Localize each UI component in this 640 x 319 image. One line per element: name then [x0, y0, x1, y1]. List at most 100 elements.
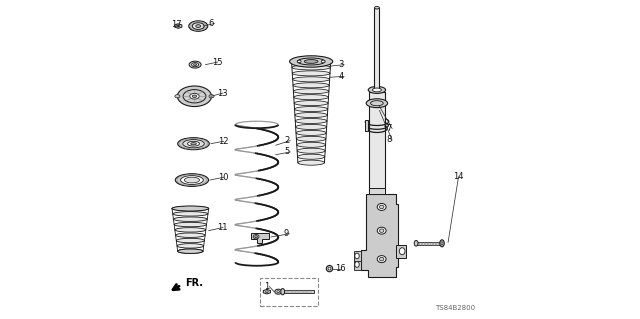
- Text: 16: 16: [335, 264, 346, 273]
- Text: 13: 13: [217, 89, 228, 98]
- Ellipse shape: [193, 64, 196, 66]
- Ellipse shape: [294, 100, 328, 106]
- Ellipse shape: [175, 95, 180, 98]
- Ellipse shape: [178, 138, 209, 150]
- Ellipse shape: [173, 217, 207, 221]
- Ellipse shape: [266, 291, 268, 293]
- Ellipse shape: [192, 95, 196, 98]
- Polygon shape: [263, 289, 271, 294]
- Bar: [369, 188, 385, 194]
- Ellipse shape: [173, 211, 208, 216]
- Ellipse shape: [298, 154, 324, 159]
- FancyBboxPatch shape: [260, 278, 319, 306]
- Ellipse shape: [326, 265, 333, 272]
- Ellipse shape: [297, 148, 325, 153]
- Text: 15: 15: [212, 58, 222, 67]
- Ellipse shape: [172, 206, 209, 211]
- Ellipse shape: [399, 248, 405, 255]
- Ellipse shape: [295, 118, 327, 123]
- Text: 7: 7: [387, 124, 392, 133]
- Ellipse shape: [377, 227, 386, 234]
- Ellipse shape: [292, 71, 330, 76]
- Ellipse shape: [175, 228, 206, 232]
- Ellipse shape: [414, 241, 418, 246]
- Ellipse shape: [275, 289, 282, 294]
- Ellipse shape: [296, 124, 326, 130]
- Ellipse shape: [377, 204, 386, 211]
- Ellipse shape: [188, 141, 200, 146]
- Ellipse shape: [441, 242, 443, 245]
- Bar: [284, 290, 314, 293]
- Ellipse shape: [209, 95, 214, 98]
- Ellipse shape: [277, 291, 280, 293]
- Ellipse shape: [294, 107, 328, 112]
- Ellipse shape: [292, 77, 330, 82]
- Ellipse shape: [178, 249, 203, 253]
- Polygon shape: [362, 194, 398, 277]
- Text: 1: 1: [264, 282, 269, 291]
- Polygon shape: [365, 120, 368, 131]
- Polygon shape: [354, 259, 362, 270]
- Bar: [417, 242, 441, 245]
- Ellipse shape: [298, 160, 324, 165]
- Ellipse shape: [255, 235, 257, 238]
- Text: 5: 5: [285, 147, 290, 156]
- Ellipse shape: [296, 130, 326, 136]
- Text: 8: 8: [387, 135, 392, 145]
- Ellipse shape: [298, 58, 325, 65]
- Polygon shape: [252, 234, 269, 243]
- Ellipse shape: [328, 267, 331, 270]
- Ellipse shape: [172, 206, 209, 211]
- Ellipse shape: [380, 205, 384, 209]
- Ellipse shape: [377, 256, 386, 263]
- Ellipse shape: [292, 59, 331, 64]
- Ellipse shape: [321, 60, 325, 63]
- Ellipse shape: [180, 176, 204, 184]
- Ellipse shape: [189, 21, 208, 31]
- Ellipse shape: [253, 234, 259, 239]
- Ellipse shape: [440, 240, 444, 247]
- Ellipse shape: [184, 177, 200, 183]
- Ellipse shape: [192, 23, 204, 29]
- Ellipse shape: [380, 257, 384, 261]
- Ellipse shape: [176, 238, 204, 243]
- Ellipse shape: [371, 101, 383, 106]
- Ellipse shape: [177, 86, 212, 107]
- Ellipse shape: [183, 140, 204, 148]
- Ellipse shape: [175, 174, 209, 186]
- Text: FR.: FR.: [186, 278, 204, 288]
- Text: TS84B2800: TS84B2800: [435, 305, 475, 311]
- Bar: [374, 8, 380, 90]
- Polygon shape: [354, 251, 362, 261]
- Ellipse shape: [293, 83, 329, 88]
- Ellipse shape: [177, 244, 204, 248]
- Ellipse shape: [281, 288, 285, 295]
- Ellipse shape: [380, 229, 384, 232]
- Ellipse shape: [289, 56, 333, 67]
- Text: 17: 17: [171, 20, 181, 29]
- Text: 9: 9: [284, 229, 289, 238]
- Ellipse shape: [355, 262, 359, 267]
- Text: 6: 6: [209, 19, 214, 28]
- Bar: [369, 92, 385, 193]
- Ellipse shape: [372, 88, 381, 92]
- Ellipse shape: [366, 99, 388, 108]
- Ellipse shape: [297, 142, 326, 147]
- Polygon shape: [396, 245, 406, 257]
- Ellipse shape: [189, 93, 199, 99]
- Ellipse shape: [178, 249, 203, 253]
- Text: 4: 4: [339, 72, 344, 81]
- Text: 10: 10: [218, 173, 228, 182]
- Ellipse shape: [177, 25, 180, 27]
- Text: 11: 11: [217, 223, 228, 232]
- Ellipse shape: [191, 143, 196, 145]
- Ellipse shape: [196, 25, 201, 27]
- Ellipse shape: [292, 65, 330, 70]
- Ellipse shape: [368, 86, 386, 93]
- Ellipse shape: [374, 6, 380, 9]
- Ellipse shape: [304, 60, 318, 63]
- Text: 3: 3: [339, 60, 344, 69]
- Ellipse shape: [174, 222, 207, 227]
- Ellipse shape: [355, 253, 359, 259]
- Text: 12: 12: [218, 137, 228, 146]
